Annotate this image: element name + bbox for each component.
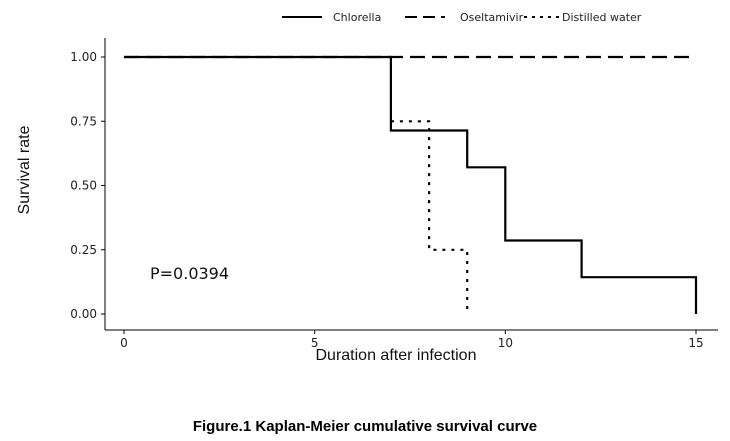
figure-caption: Figure.1 Kaplan-Meier cumulative surviva… [192,418,538,435]
legend-label-chlorella: Chlorella [333,11,381,24]
y-tick-label: 0.50 [70,179,97,193]
y-tick-label: 0.75 [70,114,97,128]
y-tick-label: 0.25 [70,243,97,257]
x-tick-label: 0 [120,336,128,350]
plot-lines [124,55,698,314]
legend-label-distilled-water: Distilled water [562,11,642,24]
p-value-annotation: P=0.0394 [150,264,229,283]
y-tick-label: 1.00 [70,50,97,64]
y-axis-title: Survival rate [16,125,33,214]
series-line-distilled-water [390,120,469,314]
x-tick-label: 5 [311,336,319,350]
legend-label-oseltamivir: Oseltamivir [460,11,524,24]
x-tick-label: 15 [688,336,703,350]
series-line-chlorella [124,55,698,314]
legend: Chlorella Oseltamivir Distilled water [282,11,642,24]
y-tick-label: 0.00 [70,307,97,321]
x-axis-title: Duration after infection [316,347,477,364]
axes [104,38,718,331]
ticks: 0 5 10 15 0.00 0.25 0.50 0.75 1.00 [70,50,703,350]
x-tick-label: 10 [498,336,513,350]
